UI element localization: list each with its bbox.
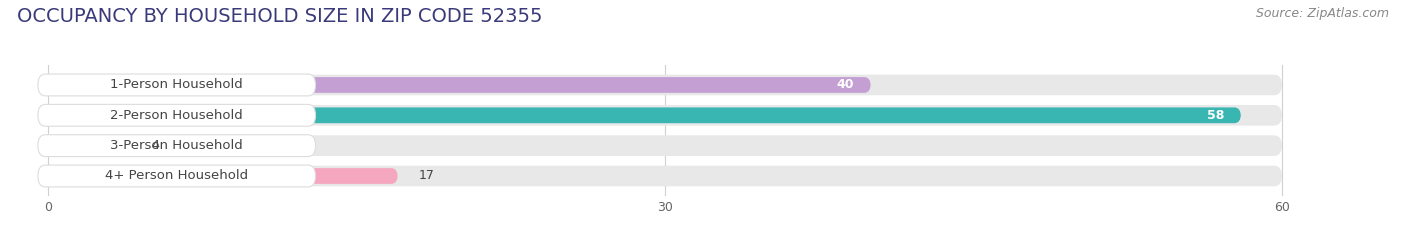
FancyBboxPatch shape [38, 135, 315, 157]
FancyBboxPatch shape [48, 107, 1241, 123]
FancyBboxPatch shape [48, 138, 131, 154]
Text: 40: 40 [837, 79, 855, 92]
FancyBboxPatch shape [38, 104, 315, 126]
Text: 58: 58 [1208, 109, 1225, 122]
Text: Source: ZipAtlas.com: Source: ZipAtlas.com [1256, 7, 1389, 20]
Text: 2-Person Household: 2-Person Household [110, 109, 243, 122]
Text: 3-Person Household: 3-Person Household [110, 139, 243, 152]
FancyBboxPatch shape [48, 166, 1282, 186]
FancyBboxPatch shape [48, 135, 1282, 156]
Text: 4+ Person Household: 4+ Person Household [105, 169, 249, 182]
FancyBboxPatch shape [48, 75, 1282, 95]
Text: 17: 17 [419, 169, 434, 182]
Text: 1-Person Household: 1-Person Household [110, 79, 243, 92]
FancyBboxPatch shape [48, 105, 1282, 126]
Text: 4: 4 [150, 139, 159, 152]
Text: OCCUPANCY BY HOUSEHOLD SIZE IN ZIP CODE 52355: OCCUPANCY BY HOUSEHOLD SIZE IN ZIP CODE … [17, 7, 543, 26]
FancyBboxPatch shape [48, 77, 870, 93]
FancyBboxPatch shape [38, 165, 315, 187]
FancyBboxPatch shape [38, 74, 315, 96]
FancyBboxPatch shape [48, 168, 398, 184]
